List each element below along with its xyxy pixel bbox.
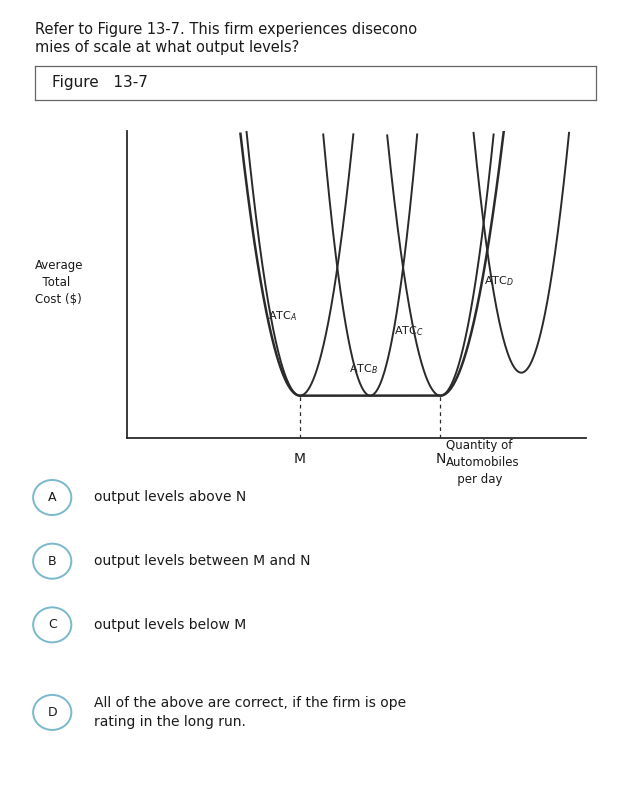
Text: output levels below M: output levels below M — [94, 618, 247, 632]
Text: ATC$_B$: ATC$_B$ — [348, 363, 378, 377]
Text: ATC$_C$: ATC$_C$ — [394, 324, 424, 338]
Text: All of the above are correct, if the firm is ope
rating in the long run.: All of the above are correct, if the fir… — [94, 696, 406, 729]
Text: Refer to Figure 13-7. This firm experiences disecono: Refer to Figure 13-7. This firm experien… — [35, 22, 417, 37]
Text: N: N — [435, 451, 445, 466]
Text: A: A — [48, 491, 57, 504]
Text: output levels above N: output levels above N — [94, 490, 247, 505]
Text: output levels between M and N: output levels between M and N — [94, 554, 311, 568]
Text: Figure   13-7: Figure 13-7 — [52, 76, 148, 90]
Text: mies of scale at what output levels?: mies of scale at what output levels? — [35, 40, 299, 55]
Text: C: C — [48, 618, 57, 631]
Text: M: M — [294, 451, 306, 466]
Text: ATC$_D$: ATC$_D$ — [483, 275, 513, 288]
Text: B: B — [48, 555, 57, 568]
Text: D: D — [47, 706, 57, 719]
Text: ATC$_A$: ATC$_A$ — [268, 309, 297, 323]
Text: Average
  Total
Cost ($): Average Total Cost ($) — [35, 259, 83, 306]
Text: Quantity of
Automobiles
   per day: Quantity of Automobiles per day — [446, 439, 520, 486]
